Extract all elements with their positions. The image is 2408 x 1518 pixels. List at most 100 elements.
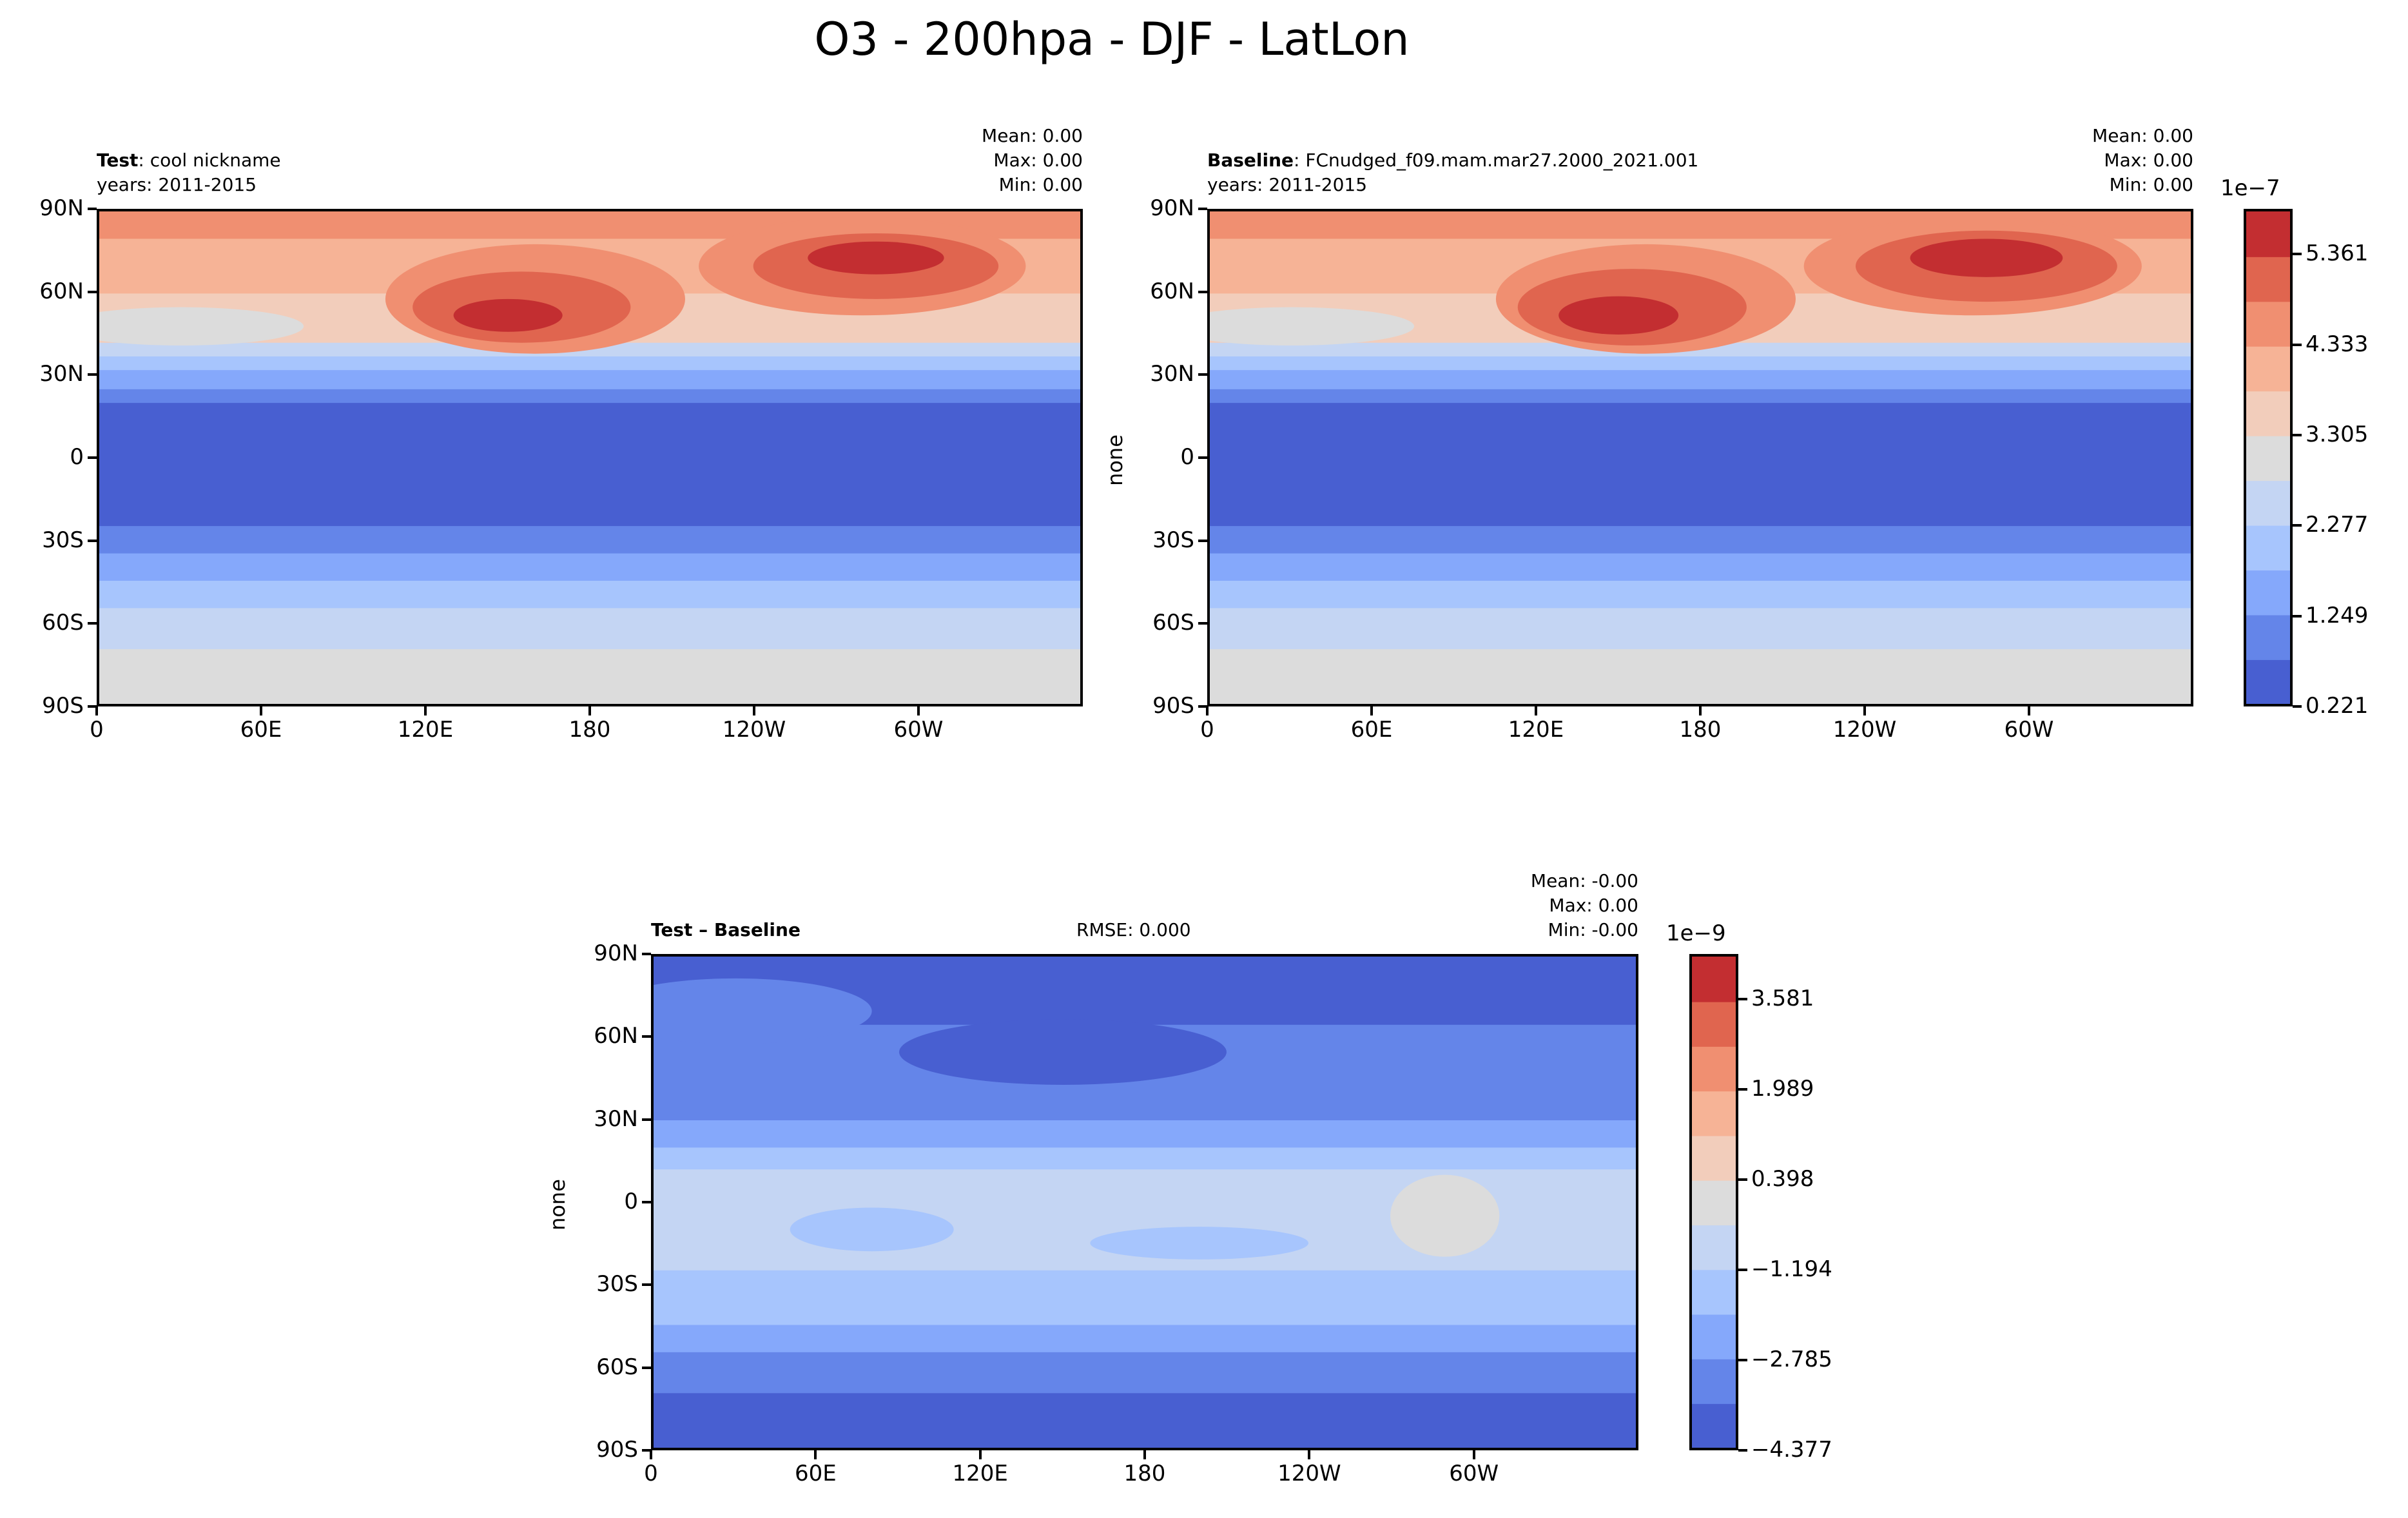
x-tick-label: 60W xyxy=(893,717,944,743)
y-tick-label: 30N xyxy=(594,1105,638,1132)
y-tick-mark xyxy=(642,1366,651,1369)
colorbar-top xyxy=(2244,209,2293,706)
colorbar-swatch xyxy=(1692,1358,1736,1405)
x-tick-mark xyxy=(1308,1450,1311,1459)
colorbar-swatch xyxy=(1692,1180,1736,1226)
x-tick-mark xyxy=(1699,706,1702,715)
y-tick-mark xyxy=(88,208,97,210)
colorbar-swatch xyxy=(1692,1046,1736,1092)
figure-title: O3 - 200hpa - DJF - LatLon xyxy=(814,13,1410,66)
y-tick-mark xyxy=(88,622,97,625)
panel-test-min: Min: 0.00 xyxy=(998,174,1083,195)
x-tick-label: 180 xyxy=(1123,1461,1166,1486)
colorbar-tick-mark xyxy=(1738,998,1747,1000)
colorbar-swatch xyxy=(2246,525,2290,571)
colorbar-tick-label: 1.249 xyxy=(2306,602,2369,628)
colorbar-diff-exponent: 1e−9 xyxy=(1666,920,1726,946)
colorbar-swatch xyxy=(2246,659,2290,704)
contour-band xyxy=(1210,403,2191,527)
x-tick-mark xyxy=(1206,706,1209,715)
y-tick-label: 0 xyxy=(624,1189,638,1214)
panel-baseline-max: Max: 0.00 xyxy=(2104,150,2193,171)
colorbar-swatch xyxy=(1692,1090,1736,1136)
contour-band xyxy=(1210,649,2191,704)
y-tick-label: 60S xyxy=(42,610,84,636)
colorbar-swatch xyxy=(1692,1314,1736,1359)
colorbar-swatch xyxy=(2246,211,2290,257)
contour-feature xyxy=(1910,238,2063,277)
contour-band xyxy=(1210,342,2191,358)
contour-band xyxy=(99,356,1080,371)
contour-feature xyxy=(1558,296,1679,335)
x-tick-mark xyxy=(814,1450,817,1459)
panel-test-label-rest: : cool nickname xyxy=(138,150,281,171)
y-tick-label: 90S xyxy=(596,1437,638,1463)
contour-band xyxy=(654,1120,1636,1149)
y-tick-mark xyxy=(642,1118,651,1121)
x-tick-label: 180 xyxy=(568,717,611,743)
colorbar-tick-mark xyxy=(2293,524,2302,527)
x-tick-mark xyxy=(978,1450,982,1459)
panel-baseline-mean: Mean: 0.00 xyxy=(2092,125,2193,146)
contour-feature xyxy=(1090,1227,1308,1260)
x-tick-mark xyxy=(753,706,755,715)
x-tick-label: 60E xyxy=(794,1461,837,1486)
colorbar-tick-label: 5.361 xyxy=(2306,240,2369,267)
y-tick-mark xyxy=(88,456,97,459)
x-tick-label: 60W xyxy=(1449,1461,1499,1486)
y-tick-label: 60N xyxy=(594,1023,638,1049)
y-tick-mark xyxy=(88,705,97,708)
y-tick-label: 60S xyxy=(1152,610,1194,636)
y-tick-label: 90N xyxy=(39,195,84,221)
x-tick-mark xyxy=(260,706,262,715)
panel-diff-max: Max: 0.00 xyxy=(1549,895,1638,916)
colorbar-diff xyxy=(1689,954,1738,1450)
contour-feature xyxy=(1390,1174,1500,1257)
panel-diff-rmse: RMSE: 0.000 xyxy=(1076,919,1191,940)
colorbar-tick-mark xyxy=(2293,705,2302,708)
colorbar-swatch xyxy=(2246,480,2290,526)
contour-band xyxy=(654,1270,1636,1326)
y-tick-label: 90S xyxy=(42,693,84,719)
contour-band xyxy=(99,608,1080,650)
y-tick-mark xyxy=(1198,208,1207,210)
map-diff xyxy=(651,954,1638,1450)
x-tick-mark xyxy=(650,1450,652,1459)
contour-band xyxy=(99,370,1080,391)
colorbar-swatch xyxy=(2246,569,2290,616)
colorbar-tick-label: 0.398 xyxy=(1751,1166,1814,1192)
panel-baseline-label-rest: : FCnudged_f09.mam.mar27.2000_2021.001 xyxy=(1294,150,1699,171)
panel-baseline-stats: Mean: 0.00 Max: 0.00 Min: 0.00 xyxy=(1871,124,2193,197)
panel-test-max: Max: 0.00 xyxy=(993,150,1083,171)
x-tick-mark xyxy=(2028,706,2030,715)
panel-test-label-bold: Test xyxy=(97,150,139,171)
colorbar-swatch xyxy=(1692,1403,1736,1448)
x-tick-mark xyxy=(1370,706,1373,715)
colorbar-swatch xyxy=(2246,256,2290,302)
colorbar-swatch xyxy=(1692,1269,1736,1315)
contour-band xyxy=(99,389,1080,404)
colorbar-swatch xyxy=(2246,390,2290,436)
colorbar-swatch xyxy=(1692,1135,1736,1181)
contour-band xyxy=(99,342,1080,358)
contour-band xyxy=(99,649,1080,704)
x-tick-label: 60W xyxy=(2004,717,2054,743)
contour-band xyxy=(1210,553,2191,582)
colorbar-swatch xyxy=(1692,1224,1736,1270)
colorbar-tick-label: −4.377 xyxy=(1751,1437,1832,1463)
panel-test-label: Test: cool nickname xyxy=(97,148,281,173)
panel-diff-stats: Mean: -0.00 Max: 0.00 Min: -0.00 xyxy=(1316,869,1638,942)
y-tick-mark xyxy=(88,539,97,542)
y-tick-label: 30S xyxy=(1152,527,1194,553)
x-tick-mark xyxy=(1535,706,1537,715)
x-tick-mark xyxy=(424,706,427,715)
x-tick-mark xyxy=(95,706,98,715)
colorbar-swatch xyxy=(1692,957,1736,1002)
contour-feature xyxy=(1210,307,1415,345)
y-tick-label: 60S xyxy=(596,1354,638,1380)
contour-feature xyxy=(99,307,304,345)
y-tick-label: 30S xyxy=(596,1271,638,1298)
colorbar-tick-mark xyxy=(1738,1088,1747,1091)
y-tick-label: 30N xyxy=(1150,361,1194,387)
y-tick-mark xyxy=(642,1035,651,1038)
